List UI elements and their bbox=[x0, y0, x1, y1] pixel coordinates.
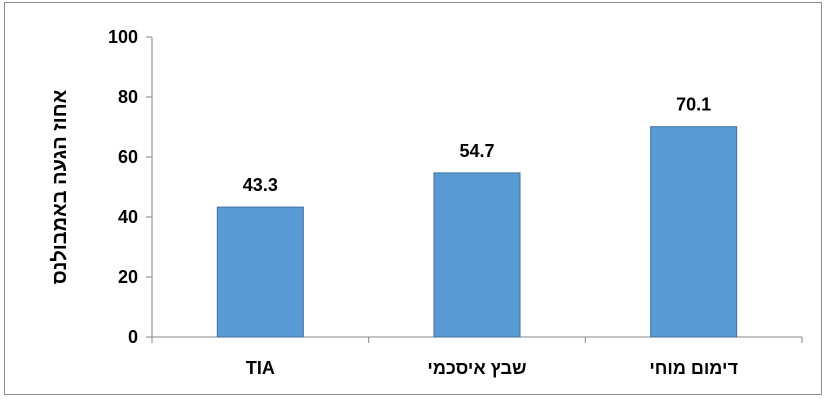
labels: 43.3 TIA 54.7 שבץ איסכמי 70.1 דימום מוחי bbox=[243, 95, 738, 378]
x-tick-label: שבץ איסכמי bbox=[427, 358, 526, 378]
y-tick-label: 80 bbox=[118, 87, 138, 107]
data-label: 70.1 bbox=[676, 95, 711, 115]
data-label: 54.7 bbox=[459, 141, 494, 161]
x-tick-label: TIA bbox=[246, 358, 275, 378]
y-tick-label: 100 bbox=[108, 27, 138, 47]
y-axis-title: אחוז הגעה באמבולנס bbox=[49, 89, 71, 284]
bar bbox=[650, 126, 738, 338]
y-tick-label: 60 bbox=[118, 147, 138, 167]
data-label: 43.3 bbox=[243, 175, 278, 195]
x-tick-label: דימום מוחי bbox=[649, 358, 738, 378]
y-tick-label: 40 bbox=[118, 207, 138, 227]
y-tick-label: 20 bbox=[118, 267, 138, 287]
bars bbox=[216, 126, 738, 338]
bar bbox=[216, 206, 304, 338]
y-tick-label: 0 bbox=[128, 327, 138, 347]
bar bbox=[433, 172, 521, 338]
